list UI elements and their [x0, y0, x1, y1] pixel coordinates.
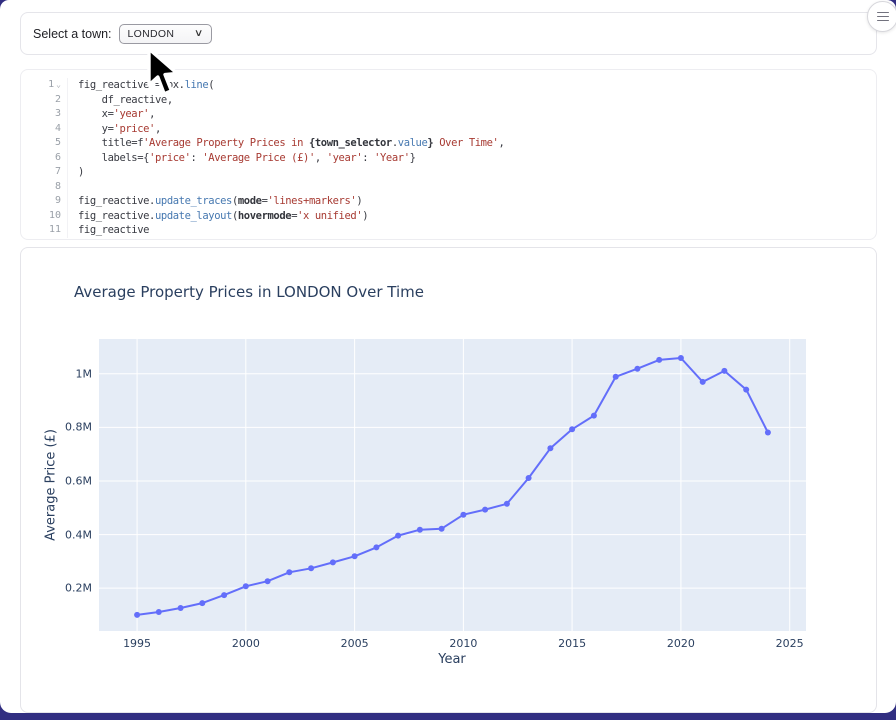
code-line: 11 fig_reactive: [21, 223, 876, 238]
code-text: fig_reactive = px.line(: [78, 79, 215, 91]
line-number: 7: [21, 165, 68, 180]
code-text: x='year',: [78, 108, 156, 120]
plot-area[interactable]: 0.2M 0.4M 0.6M 0.8M 1M 1995 2000 2005 2010 2015 20…: [65, 339, 806, 650]
hamburger-menu-icon: [876, 11, 889, 22]
code-text: title=f'Average Property Prices in {town…: [78, 137, 505, 149]
code-lines: 1 ⌄ fig_reactive = px.line(2 df_reactive, 3…: [21, 78, 876, 238]
code-text: fig_reactive.update_traces(mode='lines+m…: [78, 195, 363, 207]
y-tick-label: 0.6M: [65, 474, 92, 488]
line-number: 6: [21, 150, 68, 165]
code-line: 4 y='price',: [21, 121, 876, 136]
town-selector-value: LONDON: [127, 27, 175, 40]
line-number: 4: [21, 121, 68, 136]
code-line: 1 ⌄ fig_reactive = px.line(: [21, 78, 876, 93]
town-selector-label: Select a town:: [33, 26, 112, 41]
line-number: 9: [21, 194, 68, 209]
x-tick-label: 2005: [340, 637, 369, 650]
x-tick-label: 2000: [231, 637, 260, 650]
code-text: df_reactive,: [78, 93, 173, 106]
y-axis-title: Average Price (£): [43, 429, 59, 541]
code-line: 2 df_reactive,: [21, 92, 876, 107]
code-text: y='price',: [78, 122, 162, 135]
code-line: 10 fig_reactive.update_layout(hovermode='…: [21, 208, 876, 223]
town-selector-dropdown[interactable]: LONDON ∨: [118, 23, 212, 44]
x-tick-label: 2015: [558, 637, 587, 650]
x-tick-label: 2010: [449, 637, 478, 650]
line-number: 3: [21, 107, 68, 122]
code-line: 5 title=f'Average Property Prices in {to…: [21, 136, 876, 151]
code-text: fig_reactive.update_layout(hovermode='x …: [78, 209, 369, 222]
code-line: 3 x='year',: [21, 107, 876, 122]
line-number: 10: [21, 208, 68, 223]
line-number: 1 ⌄: [21, 78, 68, 93]
code-cell[interactable]: 1 ⌄ fig_reactive = px.line(2 df_reactive, 3…: [20, 69, 877, 240]
code-text: labels={'price': 'Average Price (£)', 'y…: [78, 151, 416, 164]
y-tick-label: 0.8M: [65, 420, 92, 434]
x-axis-title: Year: [438, 652, 466, 667]
code-line: 6 labels={'price': 'Average Price (£)', …: [21, 150, 876, 165]
line-chart-svg: [99, 339, 806, 631]
chevron-down-icon: ∨: [194, 28, 204, 39]
code-text: ): [78, 166, 84, 178]
x-tick-label: 2020: [666, 637, 695, 650]
y-tick-label: 1M: [75, 367, 93, 381]
code-text: [68, 180, 84, 195]
code-line: 8: [21, 179, 876, 195]
town-selector-cell: Select a town: LONDON ∨: [20, 12, 877, 55]
line-number: 11: [21, 223, 68, 238]
plot-background: [99, 339, 806, 631]
line-number: 8: [21, 179, 68, 194]
x-tick-label: 1995: [123, 637, 152, 650]
chart-cell: Average Property Prices in LONDON Over T…: [20, 247, 877, 713]
y-tick-label: 0.4M: [65, 528, 92, 542]
menu-button[interactable]: [867, 1, 896, 32]
chart-title: Average Property Prices in LONDON Over T…: [74, 283, 424, 301]
line-number: 5: [21, 136, 68, 151]
code-line: 7): [21, 165, 876, 180]
line-number: 2: [21, 92, 68, 107]
code-line: 9 fig_reactive.update_traces(mode='lines+…: [21, 194, 876, 209]
x-tick-label: 2025: [775, 637, 804, 650]
code-text: fig_reactive: [78, 224, 150, 236]
y-tick-label: 0.2M: [65, 581, 92, 595]
fold-chevron-icon[interactable]: ⌄: [56, 80, 61, 89]
